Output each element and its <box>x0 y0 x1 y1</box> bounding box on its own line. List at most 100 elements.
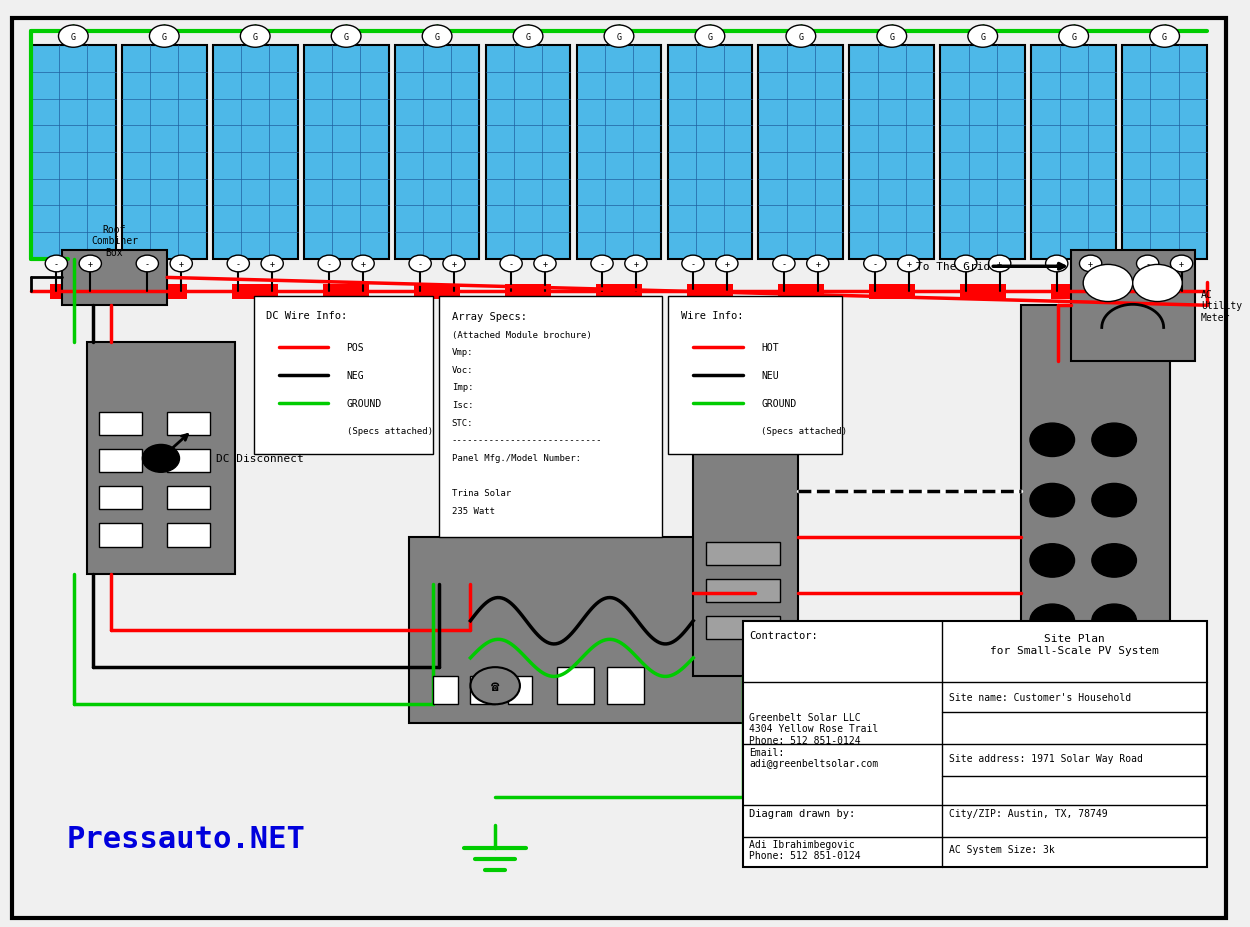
Text: GROUND: GROUND <box>761 399 796 408</box>
Circle shape <box>695 26 725 48</box>
Circle shape <box>1080 256 1101 273</box>
Circle shape <box>989 256 1011 273</box>
Bar <box>1071 250 1195 362</box>
Text: Vmp:: Vmp: <box>451 348 474 357</box>
Bar <box>440 297 662 538</box>
Circle shape <box>59 26 89 48</box>
Bar <box>742 621 1208 867</box>
Text: +: + <box>815 260 820 269</box>
Text: +: + <box>634 260 639 269</box>
Text: G: G <box>435 32 440 42</box>
Bar <box>1141 285 1188 299</box>
Circle shape <box>352 256 374 273</box>
Circle shape <box>806 256 829 273</box>
Text: +: + <box>1179 260 1184 269</box>
Text: City/ZIP: Austin, TX, 78749: City/ZIP: Austin, TX, 78749 <box>949 807 1108 818</box>
Bar <box>694 417 799 677</box>
Text: Voc:: Voc: <box>451 365 474 375</box>
Text: (Specs attached): (Specs attached) <box>761 426 848 436</box>
Text: G: G <box>161 32 166 42</box>
Text: G: G <box>525 32 530 42</box>
Text: Wire Info:: Wire Info: <box>681 311 744 320</box>
Bar <box>1065 630 1090 663</box>
Text: +: + <box>451 260 456 269</box>
Bar <box>1034 630 1059 663</box>
Text: Array Specs:: Array Specs: <box>451 312 526 322</box>
Circle shape <box>228 256 250 273</box>
Bar <box>168 413 210 436</box>
Text: Site Plan
for Small-Scale PV System: Site Plan for Small-Scale PV System <box>990 633 1159 655</box>
Circle shape <box>1091 484 1136 517</box>
Text: Imp:: Imp: <box>451 383 474 392</box>
Text: +: + <box>270 260 275 269</box>
Text: +: + <box>906 260 911 269</box>
Bar <box>86 343 235 575</box>
Bar <box>850 46 934 260</box>
Bar <box>99 413 142 436</box>
Text: -: - <box>1145 260 1150 269</box>
Bar <box>50 285 96 299</box>
Text: L2: L2 <box>738 431 749 440</box>
Circle shape <box>150 26 179 48</box>
Text: ----------------------------: ---------------------------- <box>451 436 602 445</box>
Bar <box>99 450 142 473</box>
Bar <box>668 46 752 260</box>
Bar <box>596 285 642 299</box>
Text: +: + <box>88 260 92 269</box>
Bar <box>508 677 532 705</box>
Bar <box>869 285 915 299</box>
Bar <box>414 285 460 299</box>
Bar <box>1021 306 1170 677</box>
Bar <box>1050 285 1096 299</box>
Circle shape <box>864 256 886 273</box>
Text: NEG: NEG <box>346 371 364 380</box>
Circle shape <box>955 256 978 273</box>
Text: +: + <box>998 260 1002 269</box>
Text: To The Grid: To The Grid <box>916 262 990 272</box>
Circle shape <box>1030 424 1075 457</box>
Text: G: G <box>344 32 349 42</box>
Circle shape <box>772 256 795 273</box>
Circle shape <box>1045 256 1068 273</box>
Bar <box>960 285 1006 299</box>
Circle shape <box>136 256 159 273</box>
Circle shape <box>470 667 520 705</box>
Circle shape <box>1170 256 1192 273</box>
Text: Pressauto.NET: Pressauto.NET <box>66 824 305 854</box>
Bar <box>606 667 644 705</box>
Bar <box>705 542 780 565</box>
Circle shape <box>716 256 737 273</box>
Bar <box>1126 630 1151 663</box>
Bar <box>232 285 279 299</box>
Text: Diagram drawn by:: Diagram drawn by: <box>749 807 855 818</box>
Text: -: - <box>54 260 59 269</box>
Circle shape <box>1091 544 1136 578</box>
Text: +: + <box>1088 260 1092 269</box>
Circle shape <box>240 26 270 48</box>
Circle shape <box>261 256 284 273</box>
Bar <box>1031 46 1116 260</box>
Text: -: - <box>236 260 241 269</box>
Bar <box>322 285 369 299</box>
Bar <box>304 46 389 260</box>
Text: NEU: NEU <box>761 371 779 380</box>
Bar <box>254 297 434 454</box>
Bar <box>213 46 298 260</box>
Bar <box>62 250 168 306</box>
Circle shape <box>1030 544 1075 578</box>
Text: Site name: Customer's Household: Site name: Customer's Household <box>949 692 1131 703</box>
Text: HOT: HOT <box>761 343 779 352</box>
Circle shape <box>681 256 704 273</box>
Text: +: + <box>542 260 548 269</box>
Text: DC Disconnect: DC Disconnect <box>216 454 304 464</box>
Text: AC
Utility
Meter: AC Utility Meter <box>1201 289 1242 323</box>
Text: +: + <box>724 260 729 269</box>
Circle shape <box>1030 484 1075 517</box>
Circle shape <box>1150 26 1180 48</box>
Circle shape <box>331 26 361 48</box>
Circle shape <box>79 256 101 273</box>
Text: Roof
Combiner
Box: Roof Combiner Box <box>91 224 138 258</box>
Bar <box>168 487 210 510</box>
Text: G: G <box>889 32 894 42</box>
Circle shape <box>442 256 465 273</box>
